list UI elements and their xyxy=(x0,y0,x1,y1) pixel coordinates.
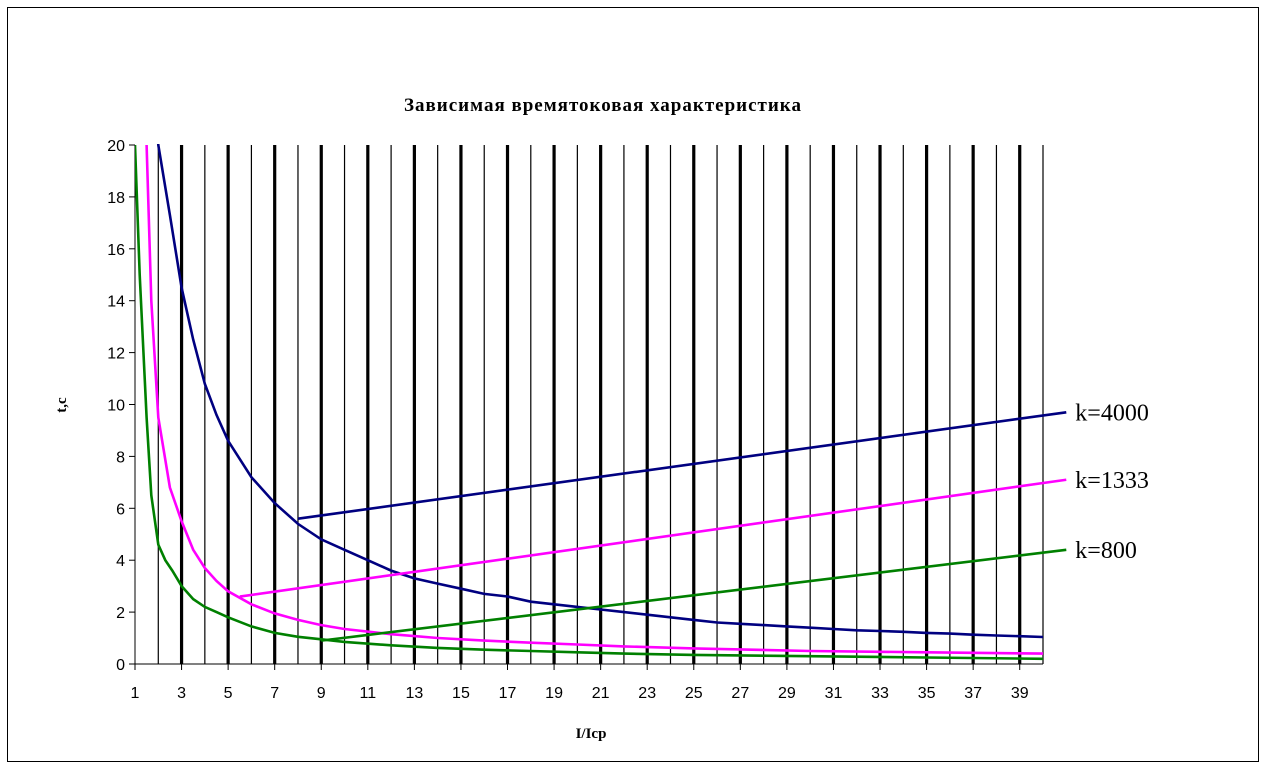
y-tick-label: 0 xyxy=(116,657,125,674)
x-tick-label: 3 xyxy=(177,685,186,702)
x-tick-label: 37 xyxy=(964,685,982,702)
y-tick-label: 8 xyxy=(116,449,125,466)
y-axis-label: t,c xyxy=(54,397,70,413)
x-tick-label: 33 xyxy=(871,685,889,702)
y-tick-label: 20 xyxy=(107,138,125,155)
x-tick-label: 29 xyxy=(778,685,796,702)
y-tick-label: 6 xyxy=(116,501,125,518)
series-curve-k=1333 xyxy=(145,144,1044,655)
x-tick-label: 25 xyxy=(685,685,703,702)
x-tick-label: 17 xyxy=(499,685,517,702)
y-tick-label: 12 xyxy=(107,346,125,363)
x-tick-label: 23 xyxy=(638,685,656,702)
series-line-k=4000 xyxy=(297,410,1067,520)
x-tick-label: 5 xyxy=(224,685,233,702)
curve-label-k=1333: k=1333 xyxy=(1075,468,1149,494)
x-tick-label: 31 xyxy=(825,685,843,702)
x-tick-label: 11 xyxy=(360,685,377,702)
axes xyxy=(129,144,1043,670)
y-tick-label: 14 xyxy=(107,294,125,311)
series-line-k=800 xyxy=(321,548,1067,642)
chart-title: Зависимая времятоковая характеристика xyxy=(404,95,802,116)
x-tick-label: 39 xyxy=(1011,685,1029,702)
x-tick-label: 15 xyxy=(452,685,470,702)
x-tick-label: 7 xyxy=(270,685,279,702)
y-tick-label: 2 xyxy=(116,605,125,622)
curve-label-k=4000: k=4000 xyxy=(1075,400,1149,426)
series-line-k=1333 xyxy=(239,478,1067,598)
x-tick-label: 21 xyxy=(592,685,610,702)
curve-labels: k=4000 k=1333 k=800 xyxy=(1075,400,1149,564)
series-curve-k=800 xyxy=(135,144,1044,661)
x-tick-label: 27 xyxy=(731,685,749,702)
x-tick-label: 1 xyxy=(131,685,140,702)
y-tick-label: 4 xyxy=(116,553,125,570)
y-tick-label: 18 xyxy=(107,190,125,207)
x-axis-label: I/Icp xyxy=(576,726,607,742)
x-tick-label: 13 xyxy=(405,685,423,702)
curve-label-k=800: k=800 xyxy=(1075,538,1137,564)
series-layer xyxy=(135,144,1067,661)
grid xyxy=(157,145,1044,664)
y-tick-label: 10 xyxy=(107,398,125,415)
x-tick-label: 35 xyxy=(918,685,936,702)
tick-labels: 1 3 5 7 9 11 13 15 17 19 21 23 25 27 29 31 33 35 37 3902468… xyxy=(107,138,1029,702)
x-tick-label: 19 xyxy=(545,685,563,702)
x-tick-label: 9 xyxy=(317,685,326,702)
y-tick-label: 16 xyxy=(107,242,125,259)
chart-frame xyxy=(7,7,1259,762)
series-curve-k=4000 xyxy=(156,144,1044,639)
